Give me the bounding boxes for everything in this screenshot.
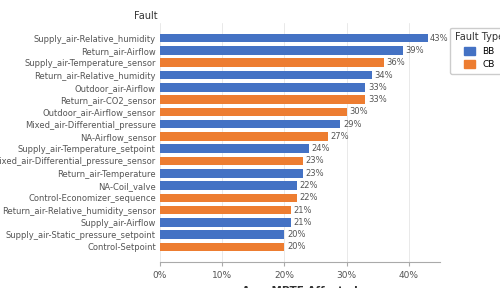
- Text: 23%: 23%: [306, 156, 324, 166]
- Text: 30%: 30%: [349, 107, 368, 116]
- Text: 43%: 43%: [430, 34, 448, 43]
- Bar: [160, 34, 427, 43]
- Bar: [160, 181, 297, 190]
- Bar: [160, 144, 310, 153]
- Bar: [160, 132, 328, 141]
- Bar: [160, 169, 303, 177]
- Bar: [160, 230, 284, 239]
- Bar: [160, 83, 366, 92]
- Text: 20%: 20%: [287, 242, 306, 251]
- Bar: [160, 58, 384, 67]
- Text: 22%: 22%: [300, 193, 318, 202]
- Text: 20%: 20%: [287, 230, 306, 239]
- Text: 39%: 39%: [405, 46, 424, 55]
- Bar: [160, 194, 297, 202]
- Text: 27%: 27%: [330, 132, 349, 141]
- Text: 24%: 24%: [312, 144, 330, 153]
- Text: 21%: 21%: [293, 206, 312, 215]
- Bar: [160, 218, 290, 227]
- Bar: [160, 71, 372, 79]
- Text: 33%: 33%: [368, 95, 386, 104]
- Bar: [160, 95, 366, 104]
- Bar: [160, 242, 284, 251]
- Legend: BB, CB: BB, CB: [450, 28, 500, 74]
- X-axis label: Avg. MPTF Affected: Avg. MPTF Affected: [242, 286, 358, 288]
- Text: 23%: 23%: [306, 169, 324, 178]
- Bar: [160, 108, 346, 116]
- Text: 22%: 22%: [300, 181, 318, 190]
- Bar: [160, 157, 303, 165]
- Text: 21%: 21%: [293, 218, 312, 227]
- Text: 36%: 36%: [386, 58, 405, 67]
- Text: 29%: 29%: [343, 120, 361, 129]
- Text: Fault: Fault: [134, 11, 157, 21]
- Bar: [160, 120, 340, 128]
- Bar: [160, 46, 402, 55]
- Bar: [160, 206, 290, 214]
- Text: 34%: 34%: [374, 71, 392, 79]
- Text: 33%: 33%: [368, 83, 386, 92]
